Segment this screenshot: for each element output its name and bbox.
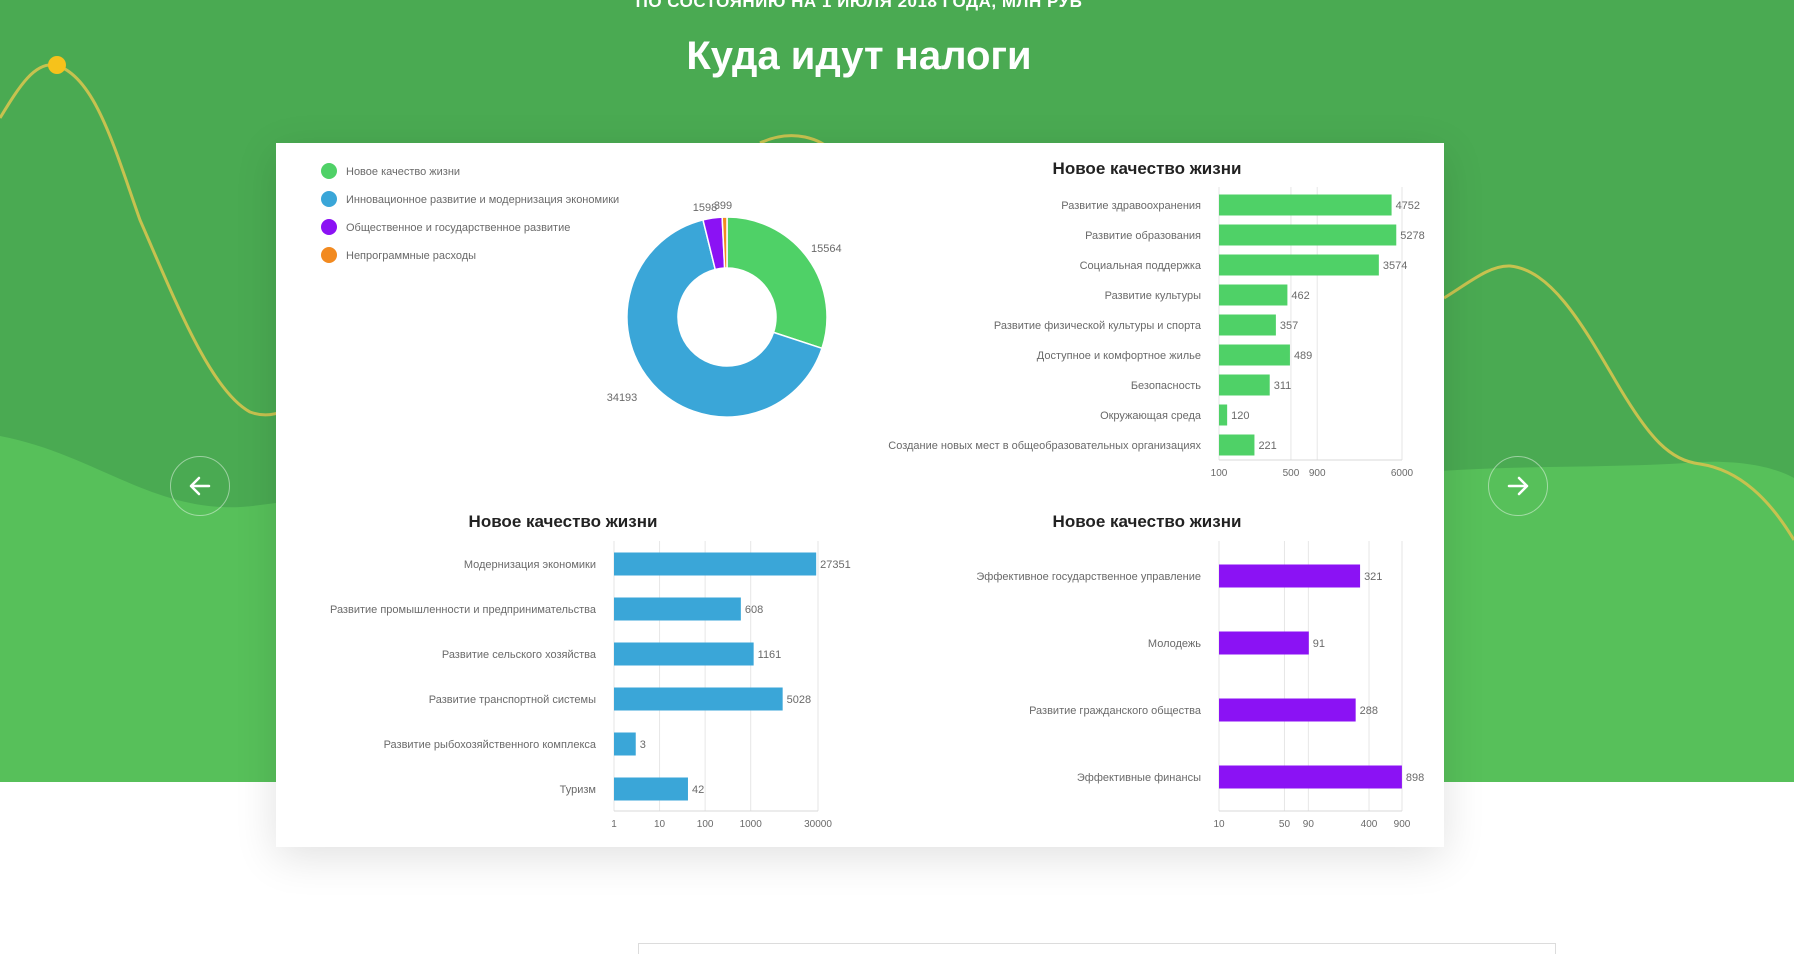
legend-marker: [321, 191, 337, 207]
arrow-left-icon: [189, 476, 211, 496]
bottom-panel: [638, 943, 1556, 954]
legend-label: Инновационное развитие и модернизация эк…: [346, 194, 619, 206]
tick-label: 1000: [740, 819, 763, 830]
bar: [1219, 765, 1402, 789]
tick-label: 30000: [804, 819, 832, 830]
tick-label: 500: [1283, 468, 1300, 479]
chart-title: Новое качество жизни: [1053, 512, 1242, 531]
data-label: 311: [1274, 380, 1292, 392]
tick-label: 900: [1309, 468, 1326, 479]
page-title: Куда идут налоги: [686, 34, 1032, 78]
data-label: 489: [1294, 350, 1312, 362]
legend-marker: [321, 247, 337, 263]
bar: [614, 732, 636, 756]
carousel-next-button[interactable]: [1488, 456, 1548, 516]
category-label: Социальная поддержка: [1080, 260, 1202, 272]
category-label: Развитие здравоохранения: [1061, 200, 1201, 212]
slice-label: 34193: [607, 392, 638, 404]
bar: [614, 552, 817, 576]
bar: [614, 642, 754, 666]
category-label: Безопасность: [1131, 380, 1201, 392]
bar: [614, 777, 688, 801]
data-label: 3: [640, 739, 646, 751]
category-label: Развитие культуры: [1105, 290, 1201, 302]
category-label: Модернизация экономики: [464, 559, 596, 571]
tick-label: 50: [1279, 819, 1291, 830]
hero-decor-dot: [48, 56, 66, 74]
data-label: 120: [1231, 410, 1249, 422]
data-label: 357: [1280, 320, 1298, 332]
tick-label: 900: [1394, 819, 1411, 830]
category-label: Окружающая среда: [1100, 410, 1202, 422]
chart-title: Новое качество жизни: [469, 512, 658, 531]
charts-canvas: Новое качество жизни Инновационное развит…: [321, 159, 1425, 830]
bar: [1219, 404, 1228, 426]
category-label: Развитие образования: [1085, 230, 1201, 242]
arrow-right-icon: [1507, 476, 1529, 496]
bar: [614, 597, 741, 621]
bar: [1219, 564, 1361, 588]
slice-label: 15564: [811, 243, 842, 255]
data-label: 3574: [1383, 260, 1407, 272]
bar: [1219, 224, 1397, 246]
tick-label: 6000: [1391, 468, 1414, 479]
bar: [1219, 631, 1309, 655]
bar: [1219, 284, 1288, 306]
data-label: 462: [1291, 290, 1309, 302]
tick-label: 100: [1211, 468, 1228, 479]
tick-label: 10: [654, 819, 666, 830]
category-label: Развитие сельского хозяйства: [442, 649, 597, 661]
data-label: 898: [1406, 772, 1424, 784]
data-label: 1161: [758, 649, 782, 661]
donut-slice: [726, 216, 828, 350]
category-label: Развитие промышленности и предпринимател…: [330, 604, 597, 616]
legend-label: Общественное и государственное развитие: [346, 222, 570, 234]
category-label: Развитие физической культуры и спорта: [994, 320, 1202, 332]
bar: [1219, 194, 1392, 216]
carousel-prev-button[interactable]: [170, 456, 230, 516]
chart-title: Новое качество жизни: [1053, 159, 1242, 178]
data-label: 4752: [1396, 200, 1420, 212]
tick-label: 10: [1213, 819, 1225, 830]
tick-label: 400: [1361, 819, 1378, 830]
tick-label: 100: [697, 819, 714, 830]
bar: [1219, 698, 1356, 722]
data-label: 321: [1364, 571, 1382, 583]
data-label: 5278: [1400, 230, 1424, 242]
tick-label: 1: [611, 819, 617, 830]
data-label: 5028: [787, 694, 811, 706]
data-label: 27351: [820, 559, 851, 571]
donut-slice: [721, 216, 728, 269]
category-label: Создание новых мест в общеобразовательны…: [888, 440, 1201, 452]
category-label: Молодежь: [1148, 638, 1201, 650]
bar: [1219, 374, 1270, 396]
charts-card: Новое качество жизни Инновационное развит…: [276, 143, 1444, 847]
data-label: 42: [692, 784, 704, 796]
bar: [1219, 314, 1276, 336]
category-label: Туризм: [560, 784, 596, 796]
data-label: 608: [745, 604, 763, 616]
legend-label: Новое качество жизни: [346, 166, 460, 178]
category-label: Эффективные финансы: [1077, 772, 1201, 784]
category-label: Эффективное государственное управление: [976, 571, 1201, 583]
tick-label: 90: [1303, 819, 1315, 830]
category-label: Развитие рыбохозяйственного комплекса: [384, 739, 597, 751]
data-label: 288: [1360, 705, 1378, 717]
legend-marker: [321, 219, 337, 235]
legend-marker: [321, 163, 337, 179]
donut-slice: [626, 219, 823, 418]
data-label: 221: [1258, 440, 1276, 452]
slice-label: 399: [714, 200, 732, 212]
bar: [1219, 434, 1255, 456]
bar: [614, 687, 783, 711]
slice-label: 1598: [693, 202, 717, 214]
category-label: Развитие транспортной системы: [429, 694, 596, 706]
bar: [1219, 254, 1379, 276]
category-label: Доступное и комфортное жилье: [1037, 350, 1201, 362]
legend-label: Непрограммные расходы: [346, 250, 476, 262]
data-label: 91: [1313, 638, 1325, 650]
page-subtitle: ПО СОСТОЯНИЮ НА 1 ИЮЛЯ 2018 ГОДА, МЛН РУ…: [635, 0, 1083, 11]
category-label: Развитие гражданского общества: [1029, 705, 1202, 717]
bar: [1219, 344, 1290, 366]
